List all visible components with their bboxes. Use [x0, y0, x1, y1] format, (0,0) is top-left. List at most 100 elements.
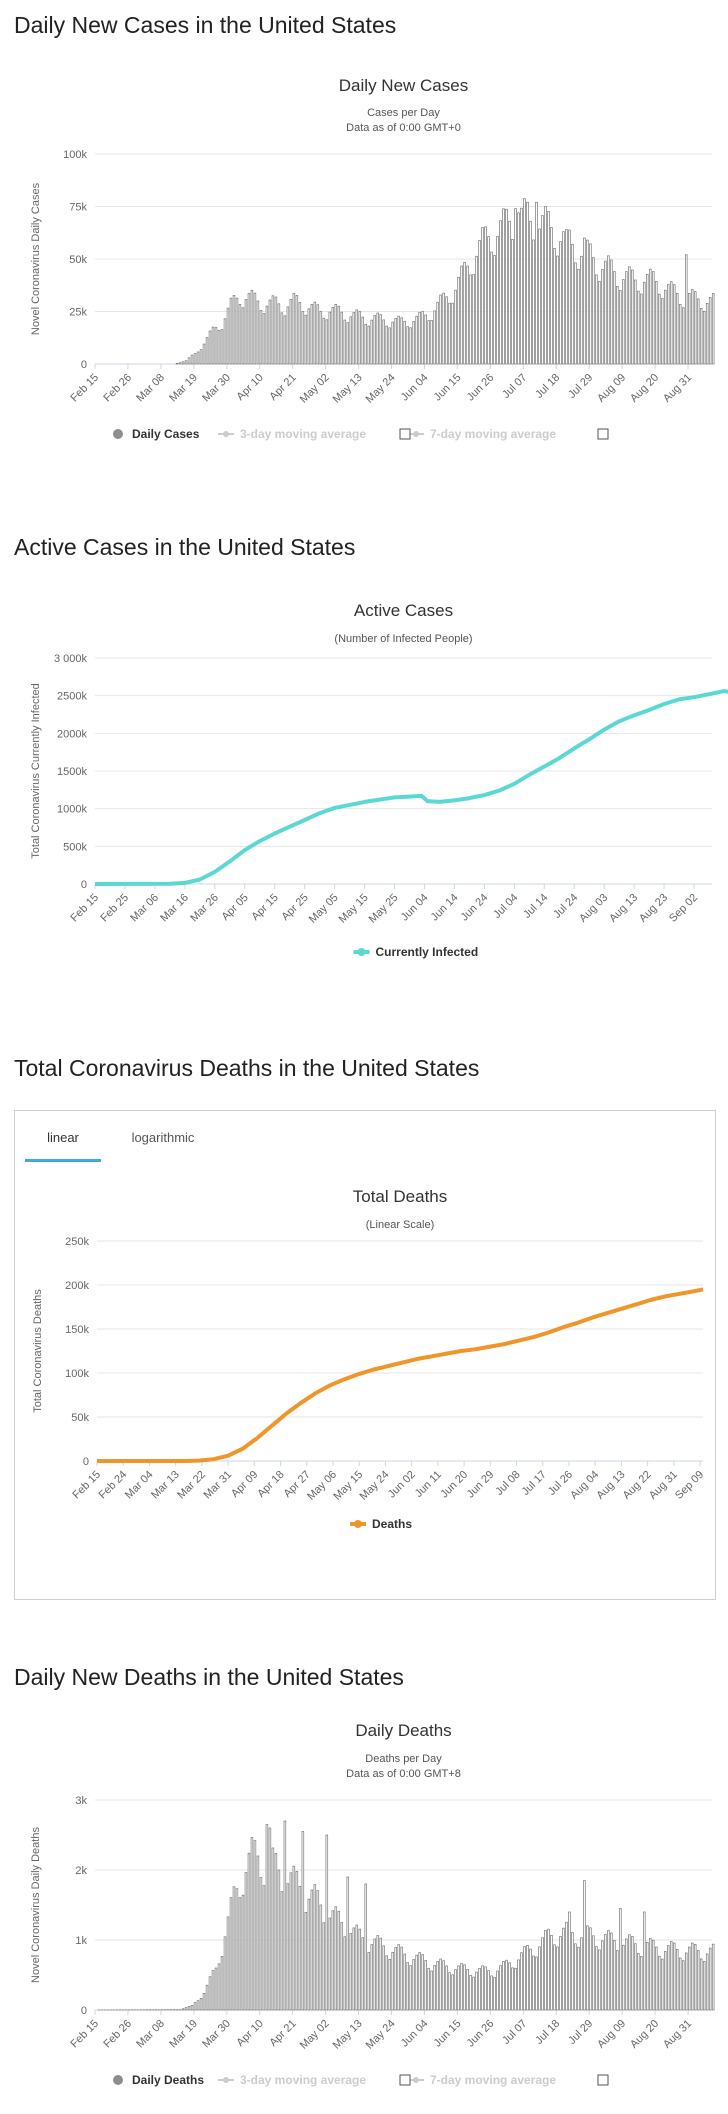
bar — [526, 1944, 529, 2011]
bar — [496, 1970, 499, 2011]
bar — [268, 1827, 272, 2011]
bar — [229, 1897, 233, 2011]
legend-symbol — [113, 429, 123, 439]
bar — [259, 1877, 263, 2011]
bar — [370, 319, 373, 365]
bar — [690, 1942, 694, 2011]
bar — [202, 343, 206, 365]
bar — [235, 1888, 239, 2011]
x-tick-label: Jun 15 — [432, 2018, 464, 2050]
bar — [217, 1963, 221, 2011]
bar — [400, 1946, 403, 2011]
bar — [436, 1961, 439, 2011]
bar — [511, 1967, 514, 2011]
bar — [472, 1976, 475, 2011]
tab-linear[interactable]: linear — [25, 1123, 101, 1162]
bar — [391, 321, 394, 365]
bar — [283, 315, 287, 365]
bar — [244, 299, 248, 365]
bar — [622, 1944, 625, 2011]
bar — [622, 279, 625, 365]
bar — [577, 268, 580, 365]
bar — [418, 311, 421, 365]
active-cases-section-title: Active Cases in the United States — [14, 534, 356, 560]
bar — [415, 315, 418, 365]
bar — [325, 1834, 329, 2011]
bar — [259, 310, 263, 365]
x-tick-label: Mar 30 — [200, 372, 233, 405]
bar — [181, 2008, 185, 2011]
bar — [634, 279, 637, 365]
bar — [313, 301, 317, 365]
y-tick-label: 500k — [63, 841, 87, 853]
bar — [484, 226, 487, 365]
y-tick-label: 75k — [69, 202, 87, 214]
bar — [595, 1946, 598, 2011]
chart-subtitle: Data as of 0:00 GMT+0 — [346, 122, 461, 134]
bar — [658, 293, 661, 365]
x-tick-label: May 24 — [358, 1469, 392, 1503]
legend-symbol — [413, 2077, 419, 2083]
x-tick-label: Aug 31 — [661, 2018, 694, 2051]
total-deaths-chart: Total Deaths (Linear Scale) 0 50k 100k 150k 20… — [32, 1187, 706, 1531]
chart-title: Active Cases — [354, 601, 453, 620]
bar — [664, 1951, 667, 2011]
bar — [286, 1883, 290, 2011]
x-tick-label: Aug 31 — [661, 372, 694, 405]
bar — [475, 1971, 478, 2011]
legend-checkbox — [399, 428, 411, 440]
bar — [511, 239, 514, 365]
x-tick-label: Aug 31 — [647, 1469, 680, 1502]
legend-symbol — [223, 431, 229, 437]
bar — [319, 1904, 323, 2011]
bar — [556, 1946, 559, 2011]
bar — [640, 1956, 643, 2011]
x-tick-label: Mar 31 — [202, 1469, 235, 1502]
bar — [379, 1937, 382, 2011]
bar — [667, 1945, 670, 2011]
bar — [292, 293, 296, 365]
bar — [592, 257, 595, 365]
bar — [358, 311, 362, 365]
bar — [652, 271, 655, 365]
bar — [577, 1946, 580, 2011]
y-tick-label: 200k — [65, 1280, 89, 1292]
x-tick-label: May 02 — [298, 2018, 332, 2052]
y-tick-label: 100k — [65, 1368, 89, 1380]
legend-symbol — [113, 2075, 123, 2085]
bar — [520, 207, 523, 365]
bar — [370, 1944, 373, 2011]
bar — [469, 274, 472, 365]
bar — [496, 235, 499, 365]
bar — [690, 289, 694, 365]
bar — [679, 304, 682, 365]
x-tick-label: Apr 18 — [255, 1469, 286, 1500]
legend-label: Daily Cases — [132, 427, 200, 441]
bar — [687, 293, 691, 365]
bar — [583, 1880, 586, 2011]
bar — [199, 349, 203, 365]
bar — [193, 353, 197, 365]
bar — [382, 319, 385, 365]
bar — [307, 308, 311, 365]
x-tick-label: Apr 10 — [234, 372, 265, 403]
bar — [550, 1934, 553, 2011]
bar — [235, 297, 239, 365]
bar — [625, 271, 628, 365]
bar — [502, 208, 505, 365]
bar — [574, 262, 577, 365]
x-tick-label: Feb 15 — [68, 2018, 101, 2051]
bar — [346, 1876, 350, 2011]
bar — [574, 1943, 577, 2011]
bar — [681, 1960, 685, 2011]
bar — [220, 329, 224, 365]
active-cases-chart: Active Cases (Number of Infected People) 0… — [30, 601, 728, 959]
series-line — [94, 689, 728, 886]
daily-cases-chart: Daily New Cases Cases per Day Data as of 0… — [30, 76, 715, 441]
daily-deaths-chart: Daily Deaths Deaths per Day Data as of 0:0… — [30, 1721, 715, 2087]
bar — [696, 1950, 700, 2011]
bar — [265, 1824, 269, 2011]
bar — [262, 1885, 266, 2011]
tab-logarithmic[interactable]: logarithmic — [131, 1130, 195, 1145]
bar — [676, 1948, 679, 2011]
